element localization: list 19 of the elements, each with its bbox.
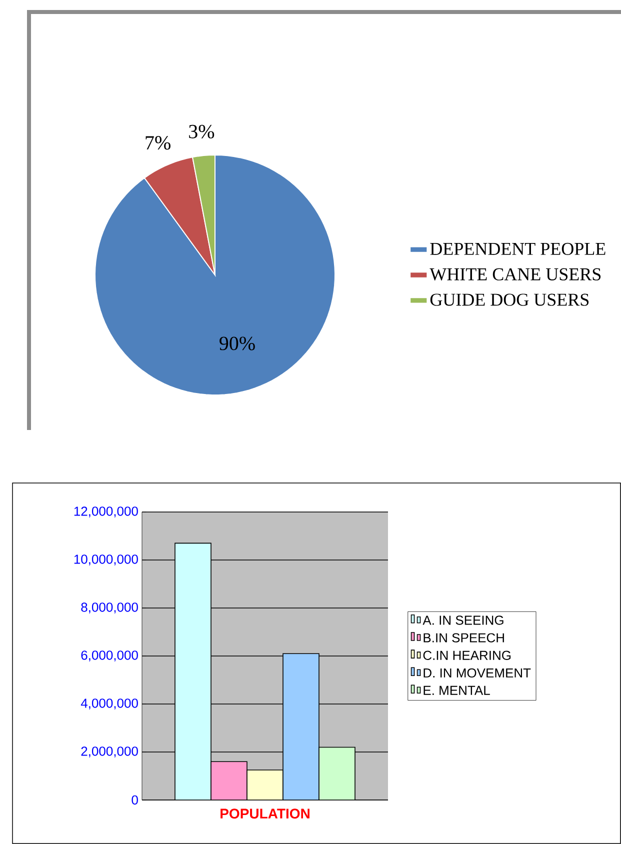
y-tick-label: 6,000,000 bbox=[81, 650, 138, 662]
data-label: 3% bbox=[189, 124, 214, 138]
legend-label: B.IN SPEECH bbox=[424, 633, 504, 642]
data-label: 7% bbox=[146, 136, 170, 150]
legend-label: C.IN HEARING bbox=[423, 650, 511, 660]
y-tick-label: 4,000,000 bbox=[80, 698, 138, 710]
y-tick-label: 0 bbox=[132, 795, 138, 805]
legend-label: D. IN MOVEMENT bbox=[424, 668, 531, 678]
y-tick-label: 8,000,000 bbox=[81, 602, 138, 614]
y-tick-label: 10,000,000 bbox=[74, 554, 138, 566]
y-tick-label: 2,000,000 bbox=[81, 746, 138, 758]
legend-label: DEPENDENT PEOPLE bbox=[430, 242, 606, 255]
y-tick-label: 12,000,000 bbox=[74, 506, 138, 518]
legend-label: GUIDE DOG USERS bbox=[430, 294, 589, 306]
legend-label: E. MENTAL bbox=[424, 686, 490, 695]
legend-label: WHITE CANE USERS bbox=[430, 268, 601, 280]
data-label: 90% bbox=[220, 336, 255, 350]
legend-label: A. IN SEEING bbox=[422, 616, 504, 625]
x-axis-title: POPULATION bbox=[220, 808, 310, 819]
